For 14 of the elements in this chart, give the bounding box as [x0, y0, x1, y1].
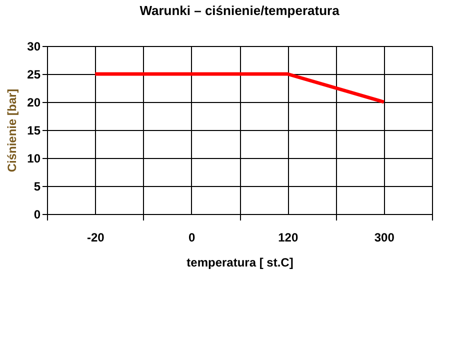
y-tick-label: 10: [27, 152, 41, 166]
chart-title: Warunki – ciśnienie/temperatura: [140, 3, 340, 18]
y-tick-label: 5: [34, 180, 41, 194]
y-tick-label: 0: [34, 208, 41, 222]
x-tick-label: 120: [278, 230, 298, 244]
y-tick-label: 25: [27, 68, 41, 82]
y-tick-label: 15: [27, 124, 41, 138]
x-tick-label: -20: [86, 230, 105, 244]
x-tick-label: 0: [188, 230, 196, 244]
x-tick-label: 300: [374, 230, 395, 244]
y-tick-label: 20: [27, 96, 41, 110]
x-axis-title: temperatura [ st.C]: [186, 256, 294, 270]
y-axis-title: Ciśnienie [bar]: [5, 88, 20, 172]
y-tick-label: 30: [27, 40, 41, 54]
